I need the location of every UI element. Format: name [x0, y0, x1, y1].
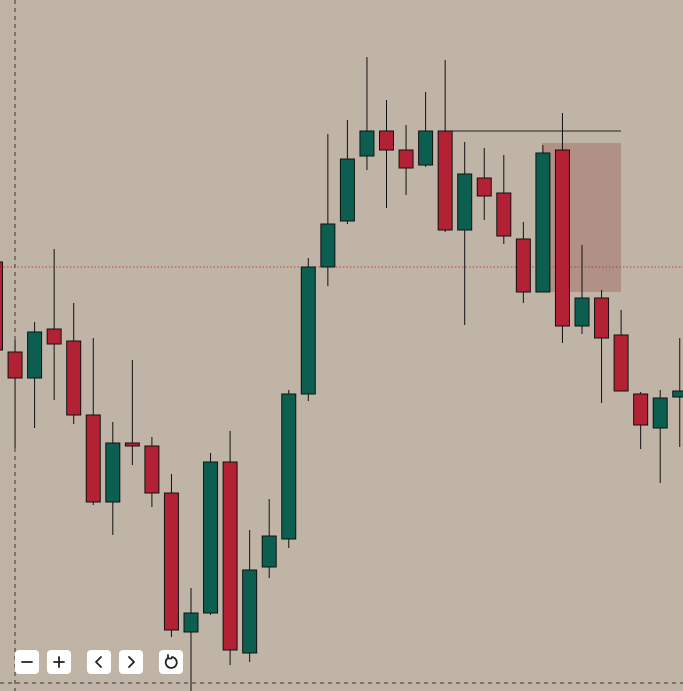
- candle-body: [261, 535, 277, 568]
- candle-body: [476, 177, 492, 197]
- candle-body: [203, 461, 219, 614]
- candle-body: [672, 390, 683, 398]
- candle-body: [85, 414, 101, 503]
- candle-body: [535, 152, 551, 293]
- candle-body: [496, 192, 512, 237]
- candle-body: [379, 130, 394, 151]
- candle-body: [183, 612, 199, 633]
- zoom-in-button[interactable]: [47, 650, 71, 674]
- candle-body: [242, 569, 258, 654]
- reset-button[interactable]: [159, 650, 183, 674]
- candle-body: [398, 149, 414, 169]
- candle-body: [652, 397, 668, 429]
- candle-body: [339, 158, 355, 222]
- candle-body: [437, 130, 453, 231]
- zoom-out-button[interactable]: [15, 650, 39, 674]
- candle-body: [359, 130, 375, 157]
- candle-body: [633, 393, 649, 426]
- candle-body: [594, 297, 610, 339]
- candle-body: [46, 328, 62, 345]
- candle-body: [554, 149, 570, 327]
- scroll-left-button[interactable]: [87, 650, 111, 674]
- candle-body: [574, 297, 590, 327]
- candle-body: [27, 331, 43, 379]
- candle-body: [515, 238, 531, 293]
- candle-body: [281, 393, 297, 540]
- candle-body: [0, 261, 3, 351]
- candle-body: [7, 351, 23, 379]
- candle-body: [418, 130, 434, 166]
- candle-body: [613, 334, 629, 392]
- toolbar: [15, 650, 183, 674]
- candle-body: [105, 442, 121, 503]
- candle-body: [222, 461, 238, 651]
- candle-body: [163, 492, 179, 631]
- candle-body: [144, 445, 160, 494]
- candle-body: [66, 340, 82, 416]
- candle-body: [124, 442, 140, 447]
- supply-zone: [541, 143, 621, 292]
- candle-body: [320, 223, 336, 268]
- candles: [0, 57, 683, 691]
- candle-body: [457, 173, 473, 231]
- scroll-right-button[interactable]: [119, 650, 143, 674]
- candle-body: [300, 266, 316, 395]
